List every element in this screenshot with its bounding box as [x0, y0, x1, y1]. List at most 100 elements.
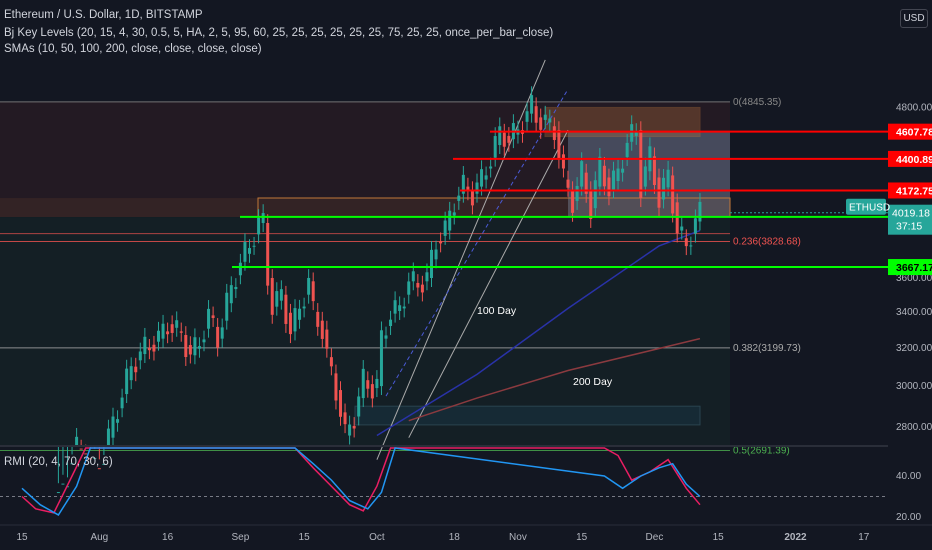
- candle-body: [457, 195, 461, 201]
- fib-label: 0.382(3199.73): [733, 343, 801, 354]
- key-level-badge-label: 4400.89: [896, 154, 932, 166]
- candle-body: [357, 396, 361, 417]
- candle-body: [384, 335, 388, 339]
- candle-body: [70, 463, 74, 465]
- candle-body: [411, 271, 415, 282]
- candle-body: [320, 320, 324, 339]
- candle-body: [143, 336, 147, 355]
- bj-key-levels-legend[interactable]: Bj Key Levels (20, 15, 4, 30, 0.5, 5, HA…: [4, 27, 554, 39]
- candle-body: [211, 315, 215, 319]
- candle-body: [161, 323, 165, 339]
- candle-body: [621, 168, 625, 173]
- currency-badge[interactable]: USD: [900, 9, 928, 28]
- candle-body: [220, 327, 224, 339]
- candle-body: [61, 483, 65, 485]
- candle-body: [393, 300, 397, 314]
- candle-body: [552, 126, 556, 141]
- candle-body: [475, 182, 479, 194]
- candle-body: [184, 335, 188, 358]
- candle-body: [56, 492, 60, 494]
- rmi-legend[interactable]: RMI (20, 4, 70, 30, 6): [4, 456, 113, 468]
- candle-body: [434, 249, 438, 260]
- candle-body: [179, 331, 183, 333]
- candle-body: [134, 366, 138, 373]
- candle-body: [193, 337, 197, 356]
- time-tick-label: 15: [576, 532, 588, 543]
- candle-body: [116, 419, 120, 423]
- candle-body: [311, 281, 315, 302]
- key-level-badge: [888, 259, 932, 276]
- last-price-label: 4019.18: [892, 208, 930, 220]
- candle-body: [566, 179, 570, 188]
- time-tick-label: 15: [713, 532, 725, 543]
- candle-body: [461, 174, 465, 194]
- candle-body: [693, 218, 697, 234]
- candle-body: [630, 124, 634, 142]
- candle-body: [407, 281, 411, 295]
- candle-body: [111, 416, 115, 438]
- candle-body: [534, 106, 538, 123]
- candle-body: [229, 285, 233, 304]
- sma-legend[interactable]: SMAs (10, 50, 100, 200, close, close, cl…: [4, 43, 262, 55]
- candle-body: [120, 397, 124, 409]
- candle-body: [575, 185, 579, 201]
- candle-body: [684, 238, 688, 247]
- price-tick-label: 3600.00: [896, 273, 932, 284]
- candle-body: [152, 344, 156, 352]
- candle-body: [270, 278, 274, 315]
- candle-body: [79, 448, 83, 450]
- candle-body: [634, 132, 638, 136]
- bottom-box: [354, 405, 701, 426]
- chart-title-legend[interactable]: Ethereum / U.S. Dollar, 1D, BITSTAMP: [4, 9, 203, 21]
- candle-body: [466, 186, 470, 192]
- candle-body: [657, 177, 661, 208]
- candle-body: [202, 339, 206, 343]
- candle-body: [275, 291, 279, 307]
- candle-body: [147, 347, 151, 351]
- time-tick-label: Aug: [90, 532, 108, 543]
- candle-body: [448, 210, 452, 231]
- candle-body: [430, 249, 433, 278]
- candle-body: [325, 329, 329, 349]
- candle-body: [339, 390, 342, 417]
- rmi-signal-line: [21, 447, 701, 516]
- candle-body: [470, 190, 474, 206]
- candle-body: [166, 331, 170, 335]
- candle-body: [589, 190, 593, 219]
- candle-body: [138, 351, 142, 361]
- candle-body: [243, 242, 247, 262]
- candle-body: [398, 305, 402, 312]
- candle-body: [284, 294, 288, 324]
- channel-line-upper: [376, 59, 546, 460]
- key-level-badge-label: 3667.17: [896, 262, 932, 274]
- time-tick-label: 16: [162, 532, 174, 543]
- candle-body: [389, 319, 393, 327]
- candle-body: [675, 202, 679, 234]
- fib-label: 0(4845.35): [733, 97, 781, 108]
- candle-body: [188, 345, 192, 355]
- candle-body: [602, 165, 606, 187]
- candle-body: [298, 308, 302, 320]
- candle-body: [439, 241, 443, 244]
- candle-body: [293, 308, 297, 332]
- candle-body: [366, 380, 370, 389]
- candle-body: [507, 135, 511, 143]
- channel-line-lower: [408, 129, 569, 438]
- fib-label: 0.5(2691.39): [733, 445, 790, 456]
- candle-body: [302, 306, 306, 309]
- candle-body: [279, 289, 283, 301]
- candle-body: [157, 330, 160, 342]
- candle-body: [125, 368, 129, 395]
- candle-body: [334, 373, 338, 401]
- candle-body: [361, 368, 365, 399]
- candle-body: [530, 95, 534, 114]
- candle-body: [316, 311, 320, 327]
- candle-body: [643, 166, 647, 187]
- candle-body: [348, 424, 352, 436]
- key-level-badge: [888, 150, 932, 167]
- candle-body: [557, 130, 561, 160]
- candle-body: [548, 118, 552, 123]
- candle-body: [375, 378, 379, 389]
- candle-body: [607, 177, 611, 197]
